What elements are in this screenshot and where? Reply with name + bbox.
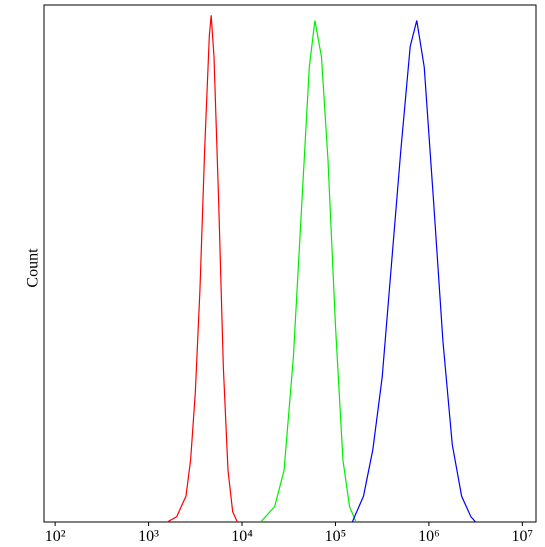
x-tick-label: 10⁵ [325,528,347,545]
x-tick-label: 10⁶ [418,528,440,545]
histogram-line [166,15,238,523]
x-tick-label: 10³ [138,528,159,545]
histogram-line [260,20,357,523]
histogram-line [351,20,477,523]
x-tick-label: 10⁷ [512,528,534,545]
plot-frame [43,4,537,523]
x-tick-label: 10⁴ [231,528,253,545]
x-tick-label: 10² [45,528,66,545]
y-axis-label: Count [25,248,42,288]
